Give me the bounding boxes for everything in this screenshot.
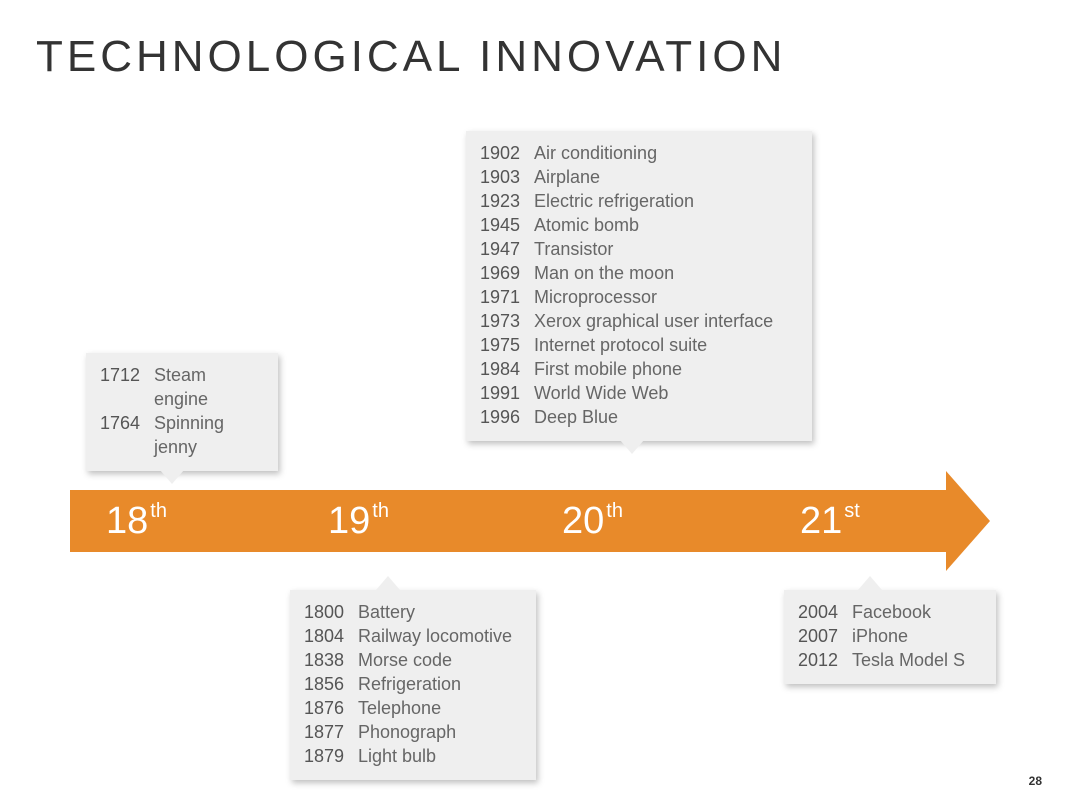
- innovation-item: 1903 Airplane: [480, 165, 798, 189]
- innovation-item: 1973 Xerox graphical user interface: [480, 309, 798, 333]
- innovation-label: Man on the moon: [534, 261, 674, 285]
- innovation-label: Telephone: [358, 696, 441, 720]
- innovation-item: 1876 Telephone: [304, 696, 522, 720]
- innovation-year: 2007: [798, 624, 844, 648]
- innovation-item: 1856 Refrigeration: [304, 672, 522, 696]
- century-ordinal: th: [372, 500, 389, 523]
- innovation-label: Battery: [358, 600, 415, 624]
- innovation-item: 2004 Facebook: [798, 600, 982, 624]
- innovation-year: 2004: [798, 600, 844, 624]
- innovation-label: Railway locomotive: [358, 624, 512, 648]
- callout-pointer-icon: [160, 470, 184, 484]
- innovation-label: Airplane: [534, 165, 600, 189]
- innovation-item: 1877 Phonograph: [304, 720, 522, 744]
- innovation-year: 1947: [480, 237, 526, 261]
- innovation-label: Spinning jenny: [154, 411, 264, 459]
- century-number: 19: [328, 500, 370, 543]
- innovation-label: Morse code: [358, 648, 452, 672]
- innovation-label: Microprocessor: [534, 285, 657, 309]
- innovation-label: Atomic bomb: [534, 213, 639, 237]
- innovation-item: 1945 Atomic bomb: [480, 213, 798, 237]
- innovation-year: 1856: [304, 672, 350, 696]
- innovation-year: 1804: [304, 624, 350, 648]
- century-ordinal: th: [150, 500, 167, 523]
- innovation-year: 1764: [100, 411, 146, 459]
- innovation-item: 2012 Tesla Model S: [798, 648, 982, 672]
- callout-pointer-icon: [620, 440, 644, 454]
- innovation-label: Electric refrigeration: [534, 189, 694, 213]
- innovation-item: 1902 Air conditioning: [480, 141, 798, 165]
- timeline-arrow: 18th19th20th21st: [70, 490, 986, 552]
- innovation-label: Tesla Model S: [852, 648, 965, 672]
- innovation-label: Light bulb: [358, 744, 436, 768]
- century-ordinal: th: [606, 500, 623, 523]
- innovation-item: 1923 Electric refrigeration: [480, 189, 798, 213]
- innovation-item: 1712Steam engine: [100, 363, 264, 411]
- innovation-year: 1879: [304, 744, 350, 768]
- innovation-year: 2012: [798, 648, 844, 672]
- innovation-year: 1973: [480, 309, 526, 333]
- innovation-item: 1991 World Wide Web: [480, 381, 798, 405]
- innovation-year: 1945: [480, 213, 526, 237]
- slide-title: TECHNOLOGICAL INNOVATION: [36, 32, 786, 82]
- innovation-year: 1984: [480, 357, 526, 381]
- century-label-21: 21st: [800, 490, 860, 552]
- innovation-label: Deep Blue: [534, 405, 618, 429]
- innovation-year: 1991: [480, 381, 526, 405]
- innovation-year: 1971: [480, 285, 526, 309]
- century-number: 20: [562, 500, 604, 543]
- innovation-label: First mobile phone: [534, 357, 682, 381]
- innovation-item: 1838 Morse code: [304, 648, 522, 672]
- innovation-item: 2007 iPhone: [798, 624, 982, 648]
- innovation-year: 1923: [480, 189, 526, 213]
- innovation-year: 1902: [480, 141, 526, 165]
- century-label-20: 20th: [562, 490, 623, 552]
- innovation-item: 1975 Internet protocol suite: [480, 333, 798, 357]
- century-label-19: 19th: [328, 490, 389, 552]
- innovation-year: 1838: [304, 648, 350, 672]
- innovation-item: 1971 Microprocessor: [480, 285, 798, 309]
- callout-pointer-icon: [376, 576, 400, 590]
- innovation-item: 1804 Railway locomotive: [304, 624, 522, 648]
- innovation-item: 1947 Transistor: [480, 237, 798, 261]
- innovation-year: 1712: [100, 363, 146, 411]
- innovation-item: 1984 First mobile phone: [480, 357, 798, 381]
- innovation-year: 1996: [480, 405, 526, 429]
- century-number: 18: [106, 500, 148, 543]
- innovation-label: Xerox graphical user interface: [534, 309, 773, 333]
- innovation-item: 1764Spinning jenny: [100, 411, 264, 459]
- callout-pointer-icon: [858, 576, 882, 590]
- innovation-label: Phonograph: [358, 720, 456, 744]
- innovation-item: 1800 Battery: [304, 600, 522, 624]
- innovation-label: iPhone: [852, 624, 908, 648]
- century-label-18: 18th: [106, 490, 167, 552]
- callout-c21: 2004 Facebook 2007 iPhone 2012 Tesla Model S: [784, 590, 996, 684]
- century-number: 21: [800, 500, 842, 543]
- timeline-arrowhead-icon: [946, 471, 990, 571]
- page-number: 28: [1029, 774, 1042, 788]
- innovation-label: Facebook: [852, 600, 931, 624]
- innovation-item: 1996 Deep Blue: [480, 405, 798, 429]
- innovation-item: 1969 Man on the moon: [480, 261, 798, 285]
- callout-c18: 1712Steam engine1764Spinning jenny: [86, 353, 278, 471]
- innovation-year: 1876: [304, 696, 350, 720]
- innovation-label: World Wide Web: [534, 381, 668, 405]
- innovation-label: Air conditioning: [534, 141, 657, 165]
- innovation-label: Refrigeration: [358, 672, 461, 696]
- callout-c19: 1800 Battery 1804 Railway locomotive 1838 Mor…: [290, 590, 536, 780]
- innovation-label: Transistor: [534, 237, 613, 261]
- century-ordinal: st: [844, 500, 860, 523]
- innovation-label: Steam engine: [154, 363, 264, 411]
- innovation-year: 1800: [304, 600, 350, 624]
- innovation-year: 1903: [480, 165, 526, 189]
- innovation-year: 1969: [480, 261, 526, 285]
- slide: TECHNOLOGICAL INNOVATION 18th19th20th21s…: [0, 0, 1066, 800]
- innovation-item: 1879 Light bulb: [304, 744, 522, 768]
- callout-c20: 1902 Air conditioning 1903 Airplane 1923 Elec…: [466, 131, 812, 441]
- innovation-label: Internet protocol suite: [534, 333, 707, 357]
- innovation-year: 1877: [304, 720, 350, 744]
- innovation-year: 1975: [480, 333, 526, 357]
